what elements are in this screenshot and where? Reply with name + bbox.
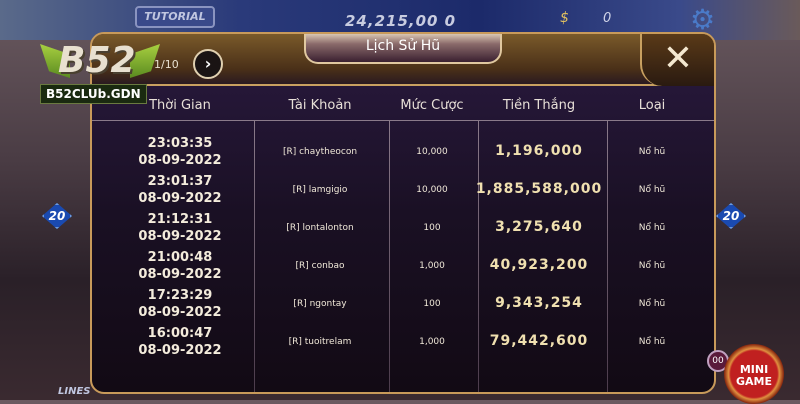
date-text: 08-09-2022 <box>138 191 222 206</box>
column-divider <box>607 120 608 392</box>
table-row: 23:01:37 08-09-2022 [R] lamgigio 10,000 1,88… <box>92 173 714 211</box>
date-text: 08-09-2022 <box>138 267 222 282</box>
table-row: 21:00:48 08-09-2022 [R] conbao 1,000 40,923,… <box>92 249 714 287</box>
time-cell: 21:12:31 08-09-2022 <box>138 211 221 245</box>
column-divider <box>254 120 255 392</box>
account-cell: [R] ngontay <box>293 299 347 309</box>
type-cell: Nổ hũ <box>638 337 666 347</box>
time-cell: 23:03:35 08-09-2022 <box>138 135 221 169</box>
b52-logo: B52 <box>40 36 160 106</box>
bet-cell: 10,000 <box>416 147 448 157</box>
bet-cell: 100 <box>423 223 441 233</box>
column-header-win: Tiền Thắng <box>502 98 576 113</box>
left-line-badge: 20 <box>42 203 72 229</box>
close-icon[interactable]: ✕ <box>640 34 714 86</box>
balance-display: 24,215,00 0 <box>345 12 457 30</box>
bet-cell: 1,000 <box>419 261 445 271</box>
account-cell: [R] lamgigio <box>292 185 348 195</box>
time-text: 16:00:47 <box>147 326 213 341</box>
date-text: 08-09-2022 <box>138 305 222 320</box>
bet-cell: 1,000 <box>419 337 445 347</box>
page-indicator: 1/10 <box>154 58 179 71</box>
time-text: 23:01:37 <box>147 174 213 189</box>
time-text: 23:03:35 <box>147 136 213 151</box>
date-text: 08-09-2022 <box>138 153 222 168</box>
type-cell: Nổ hũ <box>638 147 666 157</box>
win-cell: 79,442,600 <box>489 333 589 349</box>
account-cell: [R] lontalonton <box>286 223 354 233</box>
gear-icon[interactable]: ⚙ <box>690 3 716 36</box>
win-cell: 1,196,000 <box>495 143 583 159</box>
dialog-title: Lịch Sử Hũ <box>304 34 502 64</box>
site-url: B52CLUb.GDN <box>40 84 147 104</box>
type-cell: Nổ hũ <box>638 261 666 271</box>
time-cell: 23:01:37 08-09-2022 <box>138 173 221 207</box>
bet-cell: 10,000 <box>416 185 448 195</box>
time-cell: 17:23:29 08-09-2022 <box>138 287 221 321</box>
time-cell: 16:00:47 08-09-2022 <box>138 325 221 359</box>
date-text: 08-09-2022 <box>138 229 222 244</box>
column-divider <box>389 120 390 392</box>
header-divider <box>92 120 714 121</box>
win-cell: 3,275,640 <box>495 219 583 235</box>
lines-button[interactable]: LINES <box>58 386 91 397</box>
account-cell: [R] tuoitrelam <box>288 337 352 347</box>
win-cell: 9,343,254 <box>495 295 583 311</box>
type-cell: Nổ hũ <box>638 299 666 309</box>
account-cell: [R] conbao <box>295 261 345 271</box>
chevron-right-icon[interactable]: › <box>193 49 223 79</box>
logo-text: B52 <box>58 40 136 81</box>
table-row: 17:23:29 08-09-2022 [R] ngontay 100 9,343,25… <box>92 287 714 325</box>
mini-game-button[interactable]: MINI GAME <box>724 344 784 404</box>
column-header-type: Loại <box>638 98 666 113</box>
time-text: 21:00:48 <box>147 250 213 265</box>
time-text: 17:23:29 <box>147 288 213 303</box>
bet-cell: 100 <box>423 299 441 309</box>
coin-value: 0 <box>603 11 612 26</box>
win-cell: 1,885,588,000 <box>475 181 603 197</box>
date-text: 08-09-2022 <box>138 343 222 358</box>
column-divider <box>478 120 479 392</box>
time-cell: 21:00:48 08-09-2022 <box>138 249 221 283</box>
mini-game-label-1: MINI <box>739 363 769 376</box>
column-header-time: Thời Gian <box>149 98 211 113</box>
mini-game-label-2: GAME <box>735 375 772 388</box>
coin-icon: $ <box>560 10 569 26</box>
table-row: 23:03:35 08-09-2022 [R] chaytheocon 10,000 1… <box>92 135 714 173</box>
column-header-account: Tài Khoản <box>288 98 352 113</box>
account-cell: [R] chaytheocon <box>282 147 358 157</box>
time-text: 21:12:31 <box>147 212 213 227</box>
notification-badge: 00 <box>707 350 729 372</box>
jackpot-history-dialog: Lịch Sử Hũ ✕ 1/10 › Thời Gian Tài Khoản … <box>90 32 716 394</box>
right-line-badge: 20 <box>716 203 746 229</box>
tutorial-button[interactable]: TUTORIAL <box>135 6 215 28</box>
column-header-bet: Mức Cược <box>400 98 464 113</box>
win-cell: 40,923,200 <box>489 257 589 273</box>
type-cell: Nổ hũ <box>638 185 666 195</box>
type-cell: Nổ hũ <box>638 223 666 233</box>
table-row: 21:12:31 08-09-2022 [R] lontalonton 100 3,27… <box>92 211 714 249</box>
table-row: 16:00:47 08-09-2022 [R] tuoitrelam 1,000 79,… <box>92 325 714 363</box>
